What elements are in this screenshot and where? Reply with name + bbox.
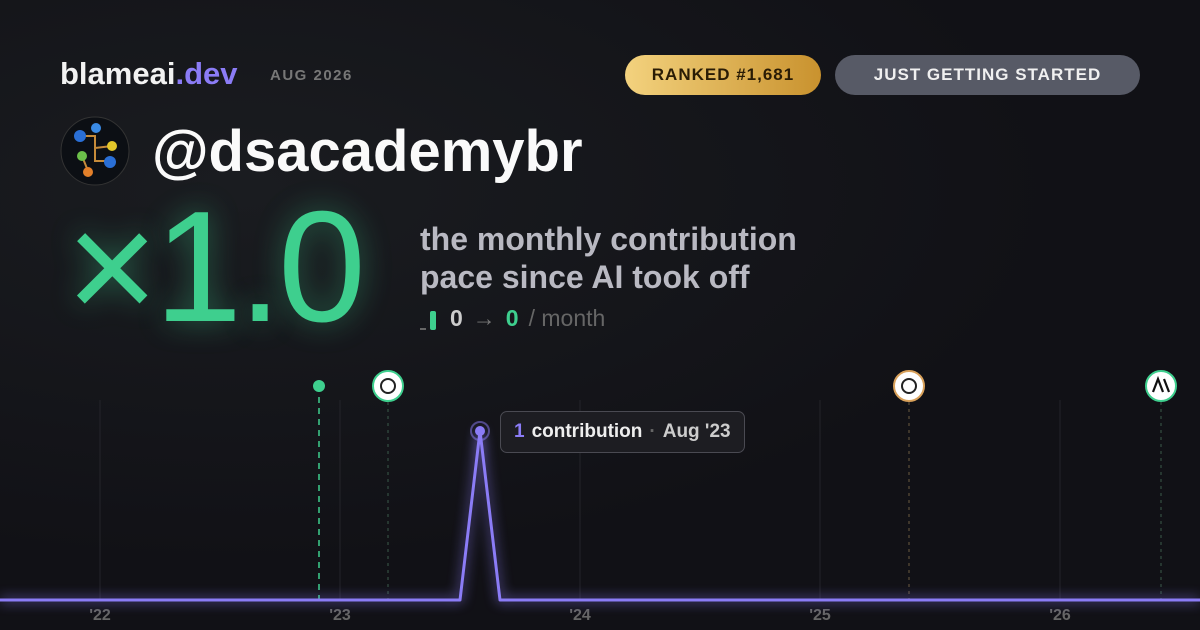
x-tick-label: '23 [329,607,351,624]
highlight-point [475,426,485,436]
event-icon-glyph [901,378,917,394]
event-icon [893,370,925,402]
brand-name: blameai [60,56,176,91]
avatar [60,116,130,186]
brand: blameai.dev [60,56,237,92]
status-badge: JUST GETTING STARTED [835,55,1140,95]
pace-arrow: → [472,305,496,331]
avatar-node [91,123,101,133]
avatar-node [83,167,93,177]
event-icon-glyph [380,378,396,394]
avatar-node [77,151,87,161]
x-tick-label: '22 [89,607,111,624]
pace: 0 → 0 / month [420,305,605,332]
x-tick-label: '26 [1049,607,1071,624]
tooltip: 1 contribution · Aug '23 [500,411,745,453]
tooltip-separator: · [649,421,656,442]
tooltip-label: contribution [531,421,643,442]
tagline-line: the monthly contribution [420,221,797,257]
handle: @dsacademybr [152,119,583,184]
tooltip-date: Aug '23 [662,421,731,442]
event-icon-glyph [1151,375,1171,393]
pace-to: 0 [505,305,519,331]
avatar-node [74,130,86,142]
multiplier: ×1.0 [66,179,366,355]
series-line [0,429,1200,602]
brand-tld: .dev [175,56,238,91]
date: AUG 2026 [270,67,353,84]
event-dot [313,380,325,392]
rank-badge: RANKED #1,681 [625,55,821,95]
avatar-node [107,141,117,151]
avatar-node [104,156,116,168]
pace-bar [420,327,426,330]
highlight-ring [470,421,490,441]
pace-icon [420,310,436,330]
tooltip-count: 1 [514,421,525,442]
x-tick-label: '25 [809,607,831,624]
pace-from: 0 [450,305,463,331]
pace-unit: / month [528,305,606,331]
x-tick-label: '24 [569,607,591,624]
tagline: the monthly contribution pace since AI t… [420,220,797,296]
pace-bar [430,310,436,330]
tagline-line: pace since AI took off [420,259,750,295]
event-icon [372,370,404,402]
